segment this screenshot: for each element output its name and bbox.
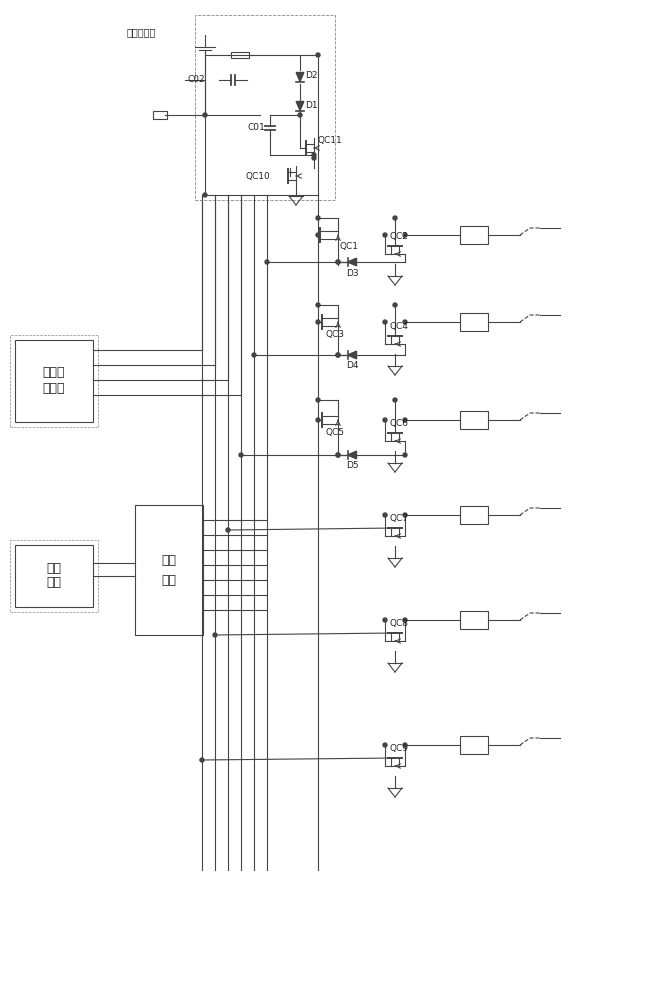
Text: D1: D1 xyxy=(305,102,317,110)
Text: QC11: QC11 xyxy=(317,135,342,144)
Circle shape xyxy=(403,320,407,324)
Text: QC5: QC5 xyxy=(325,428,344,438)
Text: QC1: QC1 xyxy=(340,242,359,251)
Text: QC8: QC8 xyxy=(390,619,409,628)
Circle shape xyxy=(213,633,217,637)
Circle shape xyxy=(312,156,316,160)
Bar xyxy=(153,111,167,119)
Circle shape xyxy=(316,53,320,57)
Circle shape xyxy=(336,260,340,264)
Circle shape xyxy=(383,618,387,622)
Polygon shape xyxy=(347,258,356,266)
Circle shape xyxy=(336,453,340,457)
Circle shape xyxy=(393,303,397,307)
Circle shape xyxy=(316,418,320,422)
Circle shape xyxy=(403,513,407,517)
Circle shape xyxy=(239,453,243,457)
Text: QC3: QC3 xyxy=(325,330,344,340)
Bar xyxy=(460,313,488,331)
Bar xyxy=(460,736,488,754)
Bar xyxy=(460,226,488,244)
Bar xyxy=(10,540,98,612)
Bar xyxy=(15,545,93,607)
Text: QC7: QC7 xyxy=(390,514,409,523)
Text: 理器: 理器 xyxy=(162,574,177,586)
Circle shape xyxy=(203,113,207,117)
Circle shape xyxy=(393,216,397,220)
Text: QC6: QC6 xyxy=(390,419,409,428)
Bar xyxy=(231,52,249,58)
Circle shape xyxy=(393,398,397,402)
Circle shape xyxy=(383,418,387,422)
Text: 控制器: 控制器 xyxy=(43,382,66,395)
Circle shape xyxy=(403,618,407,622)
Bar xyxy=(195,15,335,200)
Circle shape xyxy=(403,233,407,237)
Text: D3: D3 xyxy=(346,268,358,277)
Circle shape xyxy=(316,320,320,324)
Circle shape xyxy=(383,320,387,324)
Circle shape xyxy=(200,758,204,762)
Circle shape xyxy=(252,353,256,357)
Text: QC4: QC4 xyxy=(390,322,409,331)
Circle shape xyxy=(316,233,320,237)
Circle shape xyxy=(403,743,407,747)
Bar xyxy=(460,506,488,524)
Text: 模块: 模块 xyxy=(47,576,62,589)
Circle shape xyxy=(383,513,387,517)
Circle shape xyxy=(203,193,207,197)
Polygon shape xyxy=(296,102,304,110)
Circle shape xyxy=(163,113,167,117)
Text: C01: C01 xyxy=(248,122,265,131)
Circle shape xyxy=(298,113,302,117)
Text: 通讯: 通讯 xyxy=(47,562,62,576)
Polygon shape xyxy=(347,351,356,359)
Circle shape xyxy=(336,353,340,357)
Bar xyxy=(460,411,488,429)
Bar xyxy=(135,505,203,635)
Text: QC10: QC10 xyxy=(245,172,270,180)
Circle shape xyxy=(336,353,340,357)
Circle shape xyxy=(226,528,230,532)
Polygon shape xyxy=(347,451,356,459)
Circle shape xyxy=(265,260,269,264)
Text: D2: D2 xyxy=(305,72,317,81)
Text: QC2: QC2 xyxy=(390,232,409,241)
Polygon shape xyxy=(296,73,304,82)
Bar xyxy=(15,340,93,422)
Circle shape xyxy=(403,453,407,457)
Circle shape xyxy=(383,233,387,237)
Circle shape xyxy=(403,418,407,422)
Circle shape xyxy=(336,453,340,457)
Circle shape xyxy=(383,743,387,747)
Text: 蓄电池正极: 蓄电池正极 xyxy=(127,27,156,37)
Circle shape xyxy=(312,153,316,157)
Circle shape xyxy=(336,260,340,264)
Circle shape xyxy=(316,303,320,307)
Bar xyxy=(10,335,98,427)
Text: 电池包: 电池包 xyxy=(43,366,66,379)
Circle shape xyxy=(316,398,320,402)
Text: D4: D4 xyxy=(346,361,358,370)
Bar xyxy=(460,611,488,629)
Text: QC9: QC9 xyxy=(390,744,409,753)
Circle shape xyxy=(316,216,320,220)
Text: 微处: 微处 xyxy=(162,554,177,566)
Text: D5: D5 xyxy=(346,462,358,471)
Text: C02: C02 xyxy=(187,76,204,85)
